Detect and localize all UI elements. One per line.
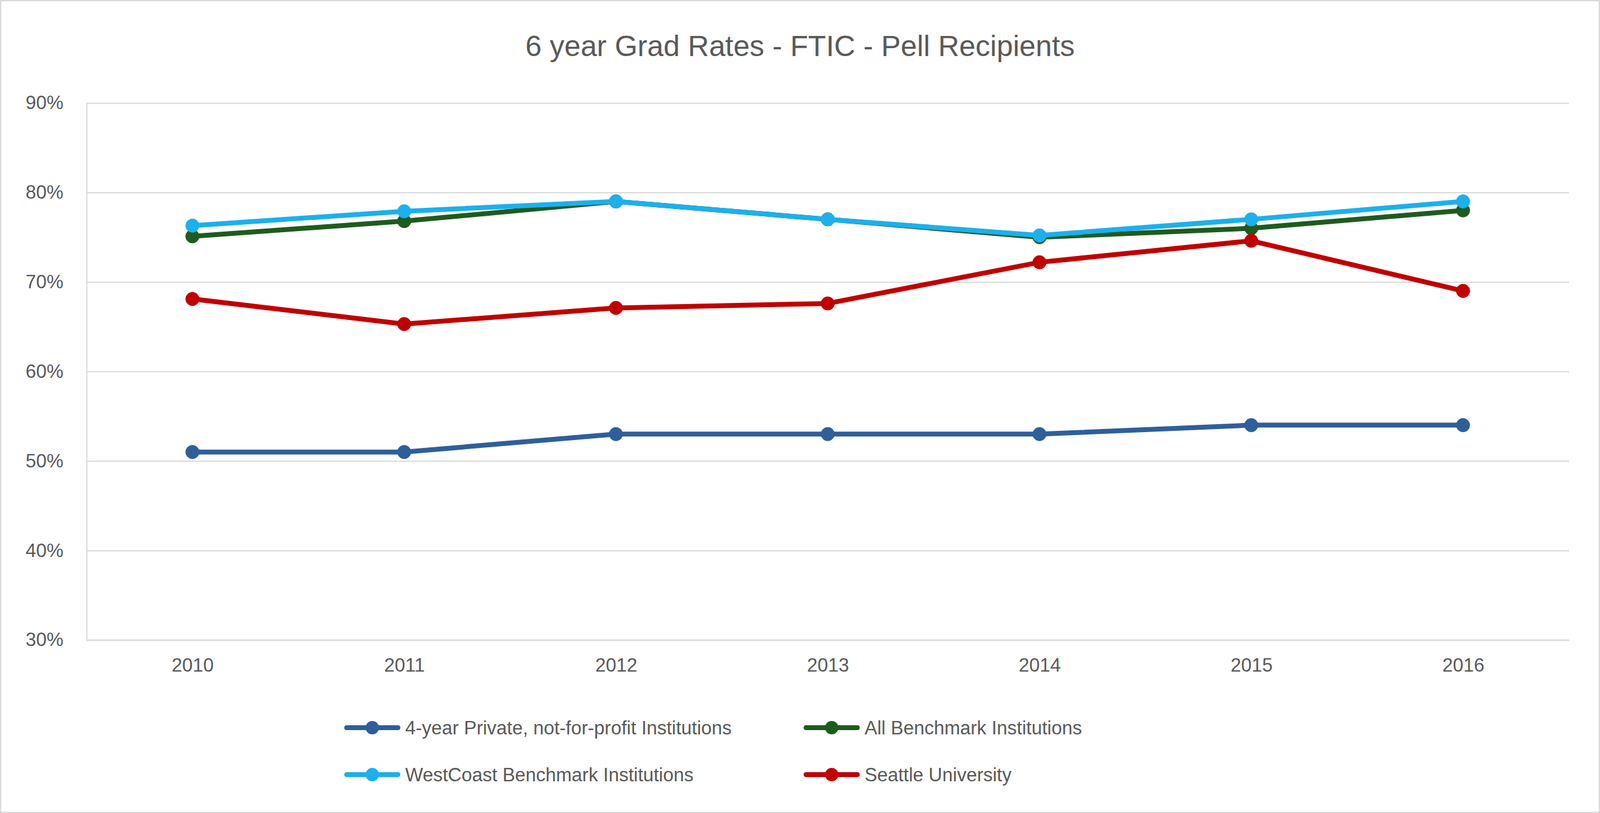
legend-item: Seattle University — [806, 764, 1013, 786]
y-tick-label: 70% — [25, 271, 64, 293]
series-line — [192, 425, 1463, 453]
y-axis: 30% 40% 50% 60% 70% 80% 90% — [25, 92, 1569, 651]
chart: 6 year Grad Rates - FTIC - Pell Recipien… — [0, 0, 1600, 813]
marker — [821, 212, 835, 227]
legend-marker — [824, 720, 839, 735]
grid-line — [86, 550, 1569, 552]
x-tick-label: 2016 — [1442, 654, 1485, 676]
x-tick: 2015 — [1230, 639, 1273, 676]
y-tick-label: 80% — [25, 181, 64, 203]
x-tick: 2013 — [807, 639, 850, 676]
x-tick: 2014 — [1018, 639, 1061, 676]
marker — [609, 427, 623, 441]
grid-line — [86, 460, 1569, 462]
x-tick-label: 2011 — [384, 654, 426, 676]
series — [185, 194, 1470, 245]
legend: 4-year Private, not-for-profit Instituti… — [346, 717, 1083, 786]
title: 6 year Grad Rates - FTIC - Pell Recipien… — [525, 29, 1075, 63]
y-tick: 30% — [25, 628, 1569, 651]
x-tick: 2012 — [595, 639, 638, 676]
x-tick-label: 2014 — [1018, 654, 1061, 676]
x-axis: 2010 2011 2012 2013 2014 2015 2016 — [87, 639, 1570, 676]
x-tick-label: 2012 — [595, 654, 638, 676]
x-tick-label: 2010 — [171, 654, 214, 676]
legend-label: 4-year Private, not-for-profit Instituti… — [405, 717, 732, 739]
marker — [1244, 233, 1259, 248]
grid-line — [86, 191, 1569, 194]
marker — [609, 194, 623, 209]
grid-line — [86, 371, 1569, 373]
y-tick: 40% — [25, 539, 1569, 562]
series — [185, 418, 1470, 459]
x-tick-label: 2015 — [1230, 654, 1273, 676]
marker — [397, 317, 411, 331]
y-tick-label: 30% — [25, 628, 64, 651]
y-tick: 80% — [25, 181, 1569, 203]
marker — [397, 204, 411, 219]
marker — [1456, 194, 1470, 209]
x-tick: 2011 — [384, 639, 426, 676]
x-axis-line — [87, 639, 1570, 641]
y-tick-label: 60% — [25, 360, 64, 383]
marker — [1032, 228, 1047, 242]
series — [185, 233, 1470, 331]
chart-frame — [0, 0, 1600, 813]
marker — [185, 292, 200, 306]
series-line — [192, 201, 1463, 238]
series-line — [192, 240, 1463, 325]
legend-marker — [824, 767, 839, 782]
y-tick-label: 50% — [25, 450, 64, 472]
marker — [1032, 427, 1047, 441]
marker — [1244, 212, 1259, 227]
series — [185, 194, 1470, 243]
marker — [1456, 418, 1470, 432]
marker — [185, 445, 200, 459]
marker — [1244, 418, 1259, 432]
grid-line — [86, 639, 1569, 641]
legend-label: Seattle University — [864, 764, 1013, 786]
marker — [821, 427, 835, 441]
y-tick: 70% — [25, 271, 1569, 293]
y-tick: 60% — [25, 360, 1569, 383]
x-tick-label: 2013 — [807, 654, 850, 676]
marker — [609, 300, 623, 315]
legend-marker — [365, 767, 379, 782]
x-tick: 2010 — [171, 639, 214, 676]
grid-line — [86, 102, 1569, 105]
y-tick-label: 40% — [25, 539, 64, 562]
y-tick-label: 90% — [25, 92, 64, 114]
legend-marker — [365, 720, 379, 735]
marker — [185, 218, 200, 233]
marker — [1032, 255, 1047, 269]
marker — [1456, 283, 1470, 298]
x-tick: 2016 — [1442, 639, 1485, 676]
legend-label: All Benchmark Institutions — [864, 717, 1083, 739]
grid-line — [86, 281, 1569, 283]
legend-label: WestCoast Benchmark Institutions — [405, 764, 694, 786]
legend-item: WestCoast Benchmark Institutions — [346, 764, 694, 786]
y-tick: 90% — [25, 92, 1569, 114]
series-line — [192, 201, 1463, 236]
legend-item: All Benchmark Institutions — [806, 717, 1083, 739]
marker — [397, 445, 411, 459]
legend-item: 4-year Private, not-for-profit Instituti… — [346, 717, 732, 739]
marker — [609, 194, 623, 209]
marker — [821, 296, 835, 311]
plot-area — [185, 194, 1470, 459]
marker — [821, 212, 835, 227]
